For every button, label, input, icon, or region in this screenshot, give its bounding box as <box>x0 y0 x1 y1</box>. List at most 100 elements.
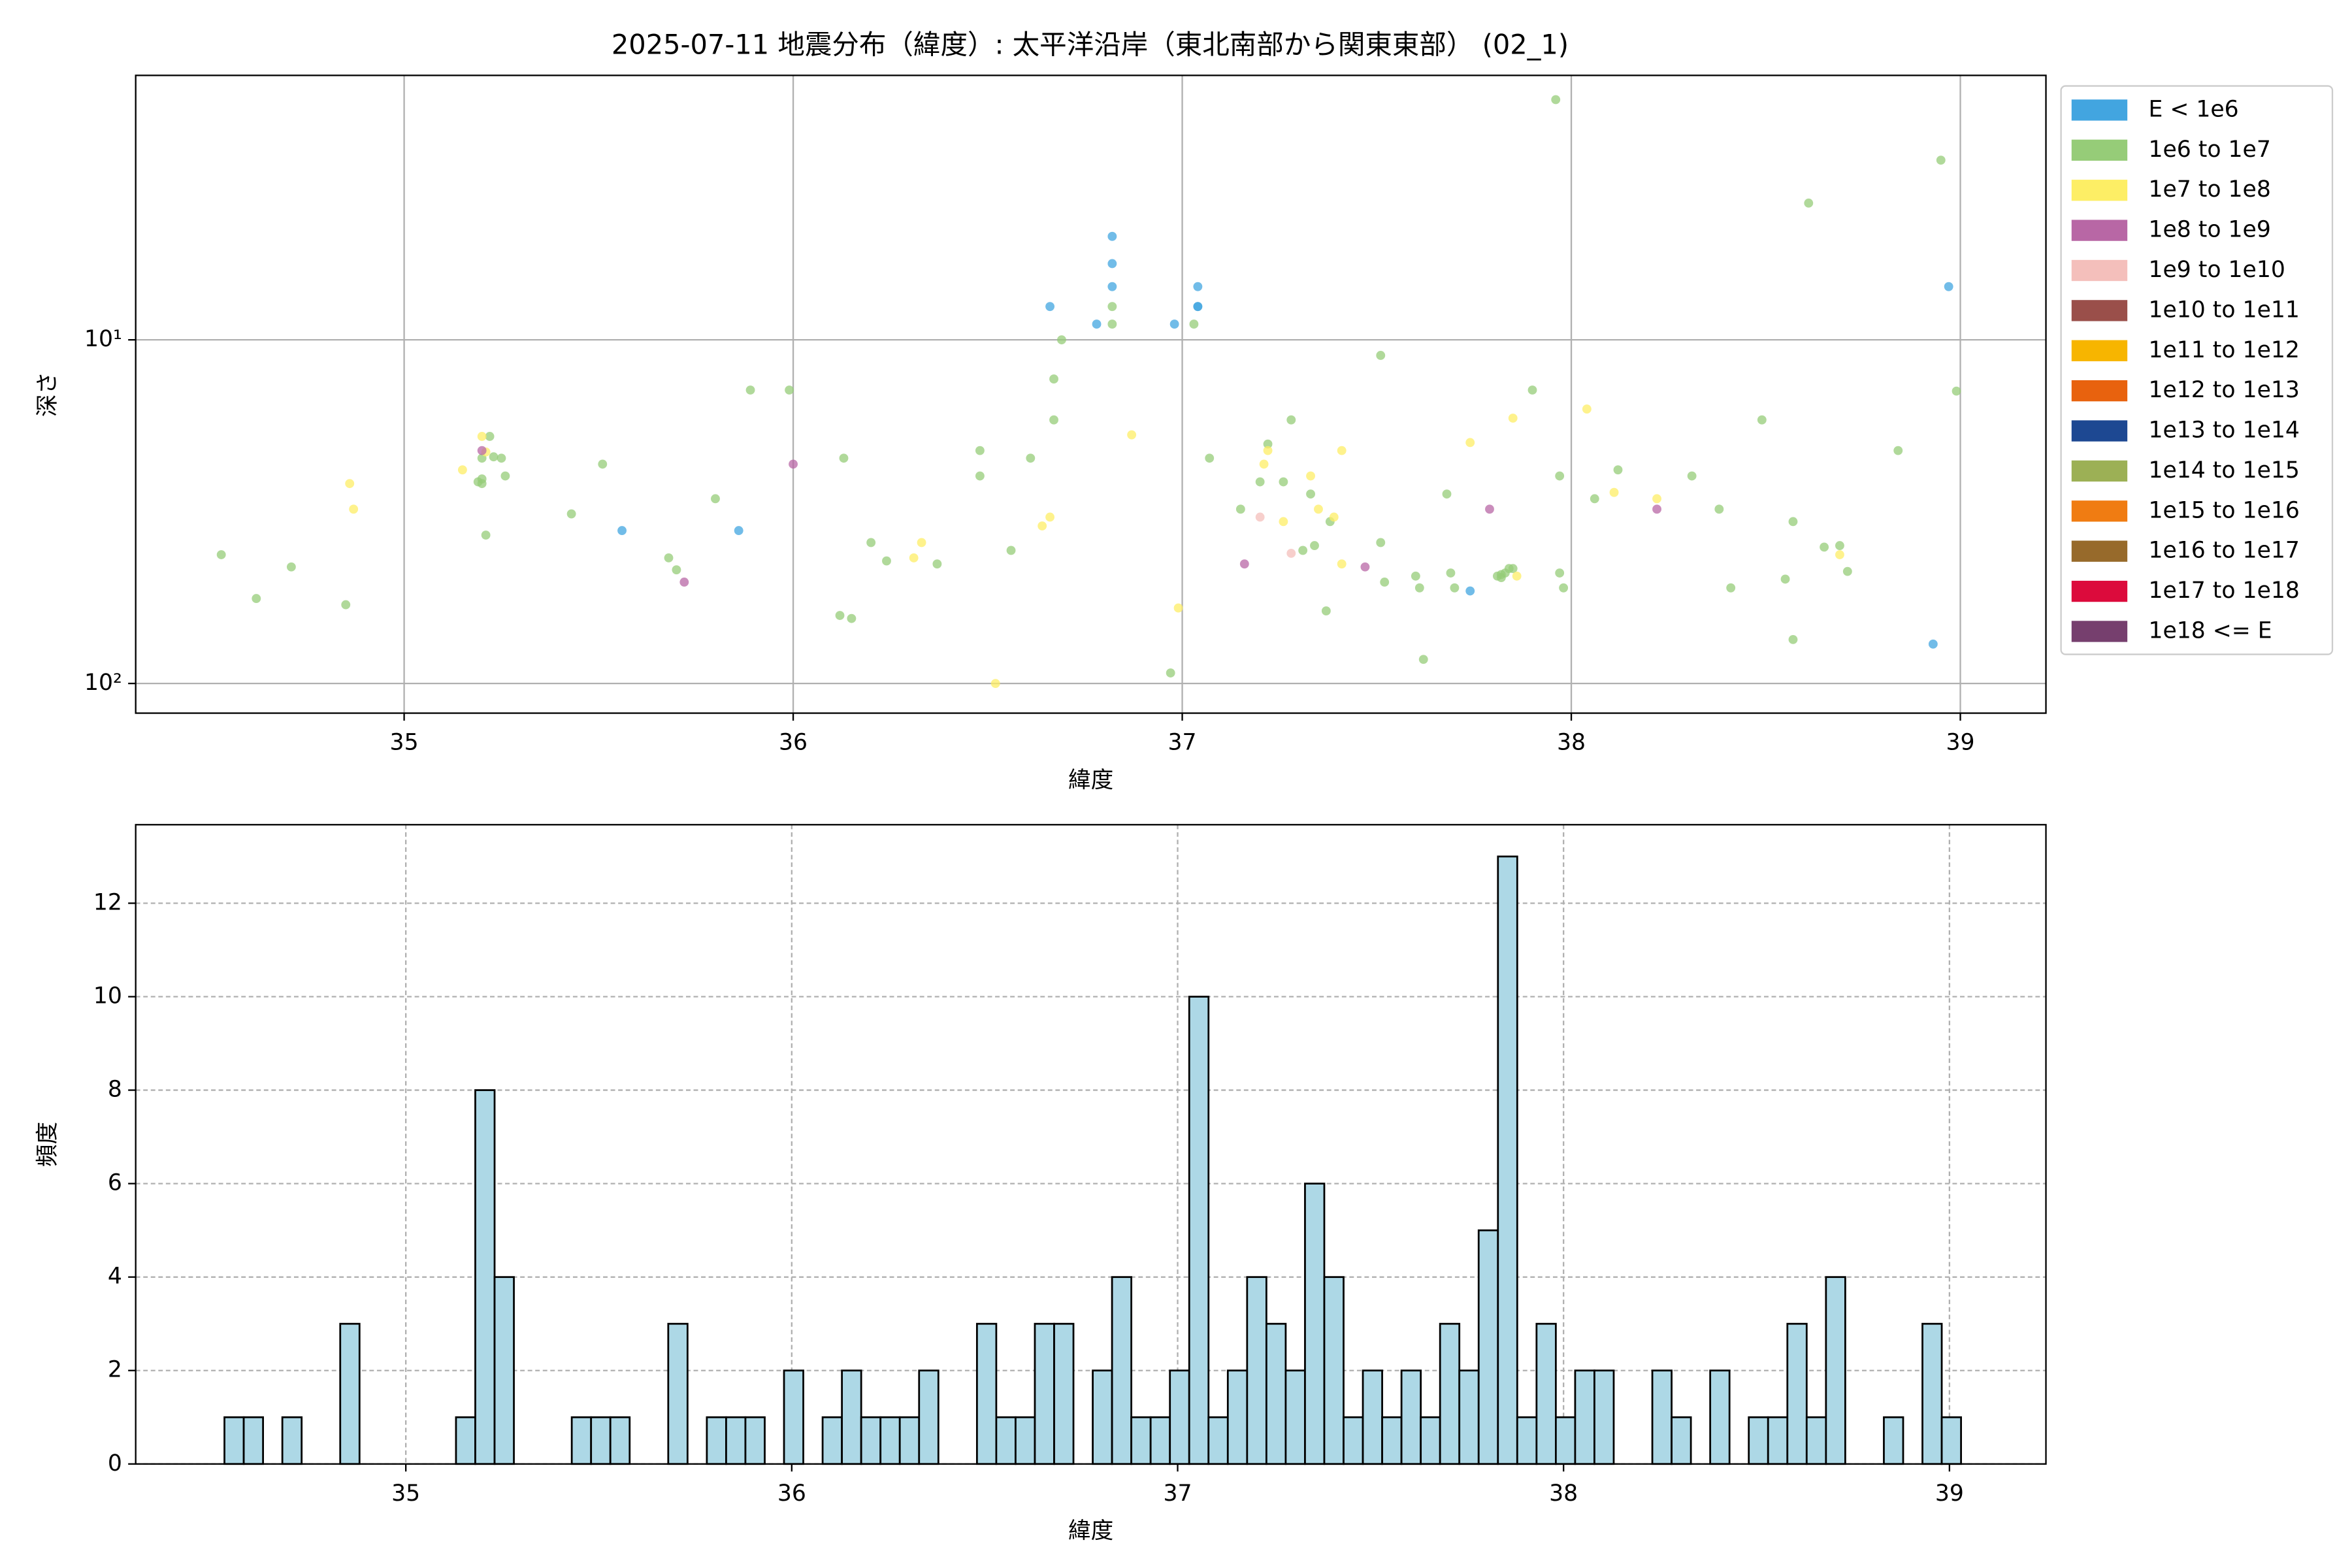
data-point <box>1239 559 1249 569</box>
data-point <box>711 494 720 504</box>
data-point <box>1049 415 1058 425</box>
data-point <box>1310 541 1319 551</box>
y-tick-label: 12 <box>93 889 122 915</box>
legend-swatch <box>2071 220 2128 241</box>
legend-label: 1e12 to 1e13 <box>2148 377 2299 403</box>
bar <box>1246 1276 1267 1465</box>
bar <box>223 1416 245 1465</box>
bar <box>898 1416 921 1465</box>
data-point <box>1306 471 1315 481</box>
data-point <box>1555 471 1565 481</box>
x-axis-label: 緯度 <box>1068 767 1113 793</box>
legend-label: 1e10 to 1e11 <box>2148 297 2299 323</box>
data-point <box>1045 302 1055 312</box>
data-point <box>1205 453 1215 463</box>
bar <box>744 1416 766 1465</box>
x-tick-label: 36 <box>777 1480 806 1507</box>
bar <box>1323 1276 1345 1465</box>
bar <box>1805 1416 1827 1465</box>
data-point <box>1714 504 1724 514</box>
data-point <box>477 479 487 489</box>
y-tick-label: 4 <box>108 1264 122 1290</box>
data-point <box>1107 302 1117 312</box>
bar <box>609 1416 631 1465</box>
bar <box>590 1416 612 1465</box>
bar <box>975 1322 998 1465</box>
data-point <box>672 565 681 575</box>
data-point <box>1512 571 1522 581</box>
legend-label: 1e16 to 1e17 <box>2148 538 2299 564</box>
bar <box>706 1416 727 1465</box>
bar <box>474 1089 496 1465</box>
data-point <box>1418 655 1428 664</box>
data-point <box>1193 302 1203 312</box>
data-point <box>1306 489 1315 499</box>
legend-label: 1e15 to 1e16 <box>2148 497 2299 523</box>
data-point <box>1555 568 1565 578</box>
data-point <box>1928 639 1938 649</box>
data-point <box>1893 446 1903 455</box>
bar <box>1767 1416 1789 1465</box>
bar <box>1651 1369 1673 1465</box>
bar <box>783 1369 804 1465</box>
bar <box>1265 1322 1287 1465</box>
data-point <box>789 459 798 469</box>
data-point <box>497 453 506 463</box>
legend-swatch <box>2071 460 2128 482</box>
bar <box>1439 1322 1461 1465</box>
x-tick-label: 39 <box>1935 1480 1964 1507</box>
data-point <box>1049 374 1058 384</box>
data-point <box>1107 259 1117 269</box>
legend-label: 1e14 to 1e15 <box>2148 457 2299 483</box>
data-point <box>1952 386 1961 396</box>
legend-label: 1e9 to 1e10 <box>2148 257 2285 283</box>
data-point <box>1726 583 1736 593</box>
data-point <box>598 459 608 469</box>
bar <box>1188 996 1210 1465</box>
bar <box>1092 1369 1113 1465</box>
data-point <box>975 471 985 481</box>
data-point <box>1414 583 1424 593</box>
data-point <box>489 452 498 462</box>
legend-label: 1e17 to 1e18 <box>2148 578 2299 604</box>
data-point <box>1166 668 1175 678</box>
data-point <box>1263 446 1273 455</box>
legend-swatch <box>2071 540 2128 562</box>
legend-swatch <box>2071 380 2128 402</box>
bar <box>1149 1416 1171 1465</box>
x-tick-label: 37 <box>1163 1480 1192 1507</box>
x-tick-label: 35 <box>390 730 419 756</box>
data-point <box>1107 231 1117 241</box>
bar <box>1516 1416 1538 1465</box>
data-point <box>1189 319 1199 329</box>
y-axis-label: 深さ <box>35 372 61 417</box>
data-point <box>990 679 1000 689</box>
data-point <box>1788 634 1798 644</box>
data-point <box>1496 573 1506 583</box>
data-point <box>457 465 467 475</box>
data-point <box>341 600 351 610</box>
data-point <box>1255 477 1265 487</box>
bar <box>1015 1416 1036 1465</box>
data-point <box>835 611 845 620</box>
data-point <box>1286 415 1296 425</box>
data-point <box>216 550 226 559</box>
data-point <box>866 538 876 547</box>
legend-label: 1e7 to 1e8 <box>2148 176 2270 203</box>
bar <box>1111 1276 1133 1465</box>
bar <box>1284 1369 1306 1465</box>
data-point <box>917 538 926 547</box>
bar <box>918 1369 939 1465</box>
data-point <box>847 613 857 623</box>
bar <box>995 1416 1017 1465</box>
bar <box>1940 1416 1962 1465</box>
data-point <box>909 553 919 563</box>
x-tick-label: 37 <box>1168 730 1197 756</box>
data-point <box>500 471 510 481</box>
data-point <box>1127 430 1137 440</box>
y-tick-label: 10¹ <box>84 326 122 352</box>
data-point <box>1037 521 1047 531</box>
data-point <box>1279 477 1288 487</box>
